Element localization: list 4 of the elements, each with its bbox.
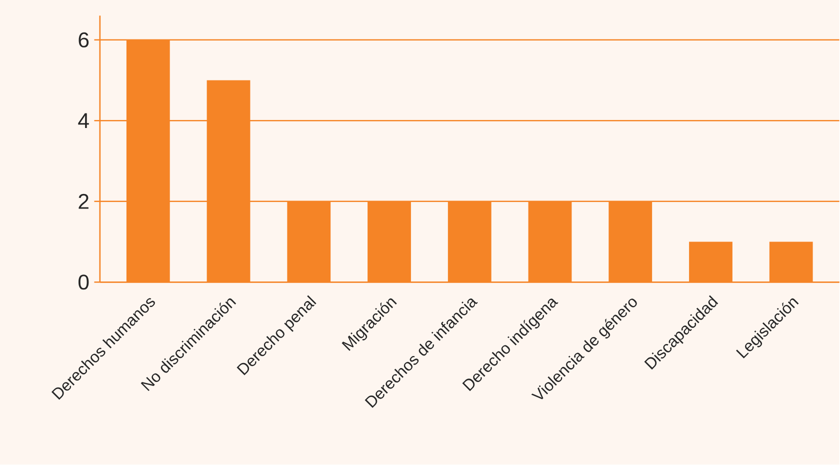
- y-tick-label: 2: [78, 194, 88, 209]
- y-tick-label: 0: [78, 274, 89, 290]
- y-tick-label: 4: [78, 113, 89, 128]
- y-tick-label: 6: [78, 32, 89, 48]
